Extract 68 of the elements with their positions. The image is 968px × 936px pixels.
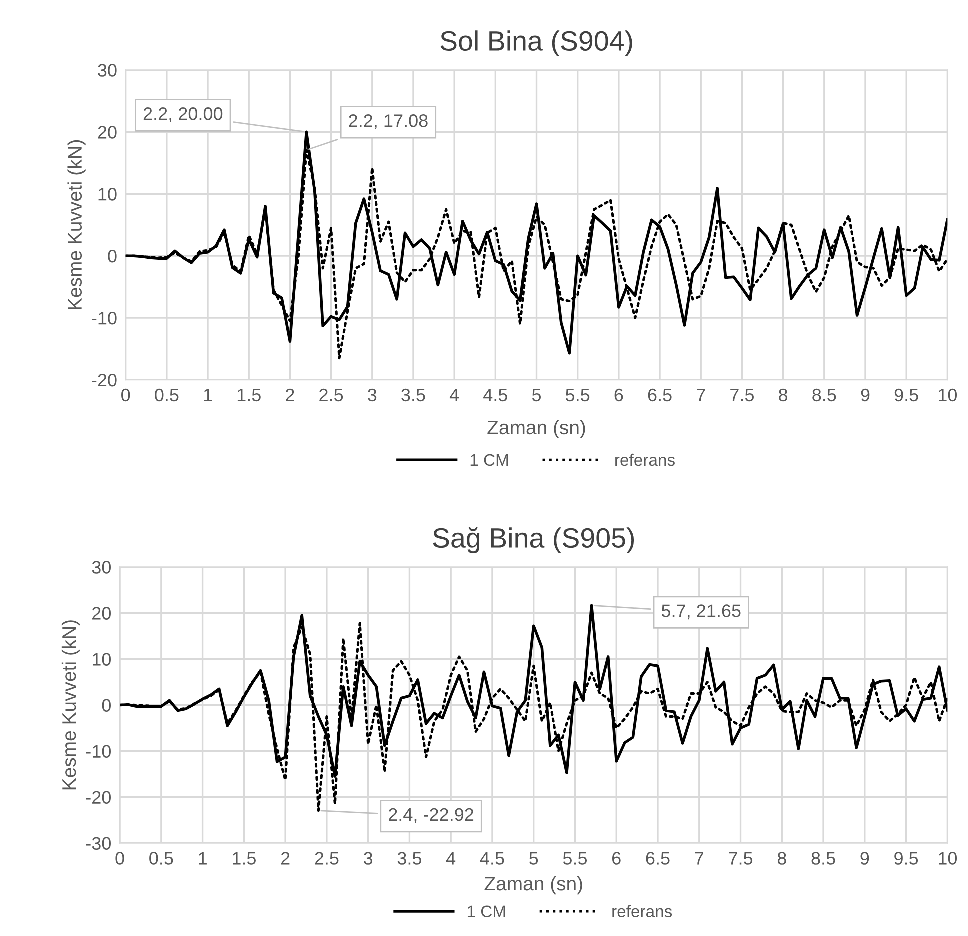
y-tick-label: 30 xyxy=(98,64,117,77)
x-tick-label: 9 xyxy=(861,388,870,402)
x-tick-label: 4 xyxy=(450,389,460,402)
x-tick-label: 5.5 xyxy=(566,389,590,402)
x-tick-label: 4.5 xyxy=(484,389,508,402)
y-tick-label: -20 xyxy=(86,791,111,804)
y-tick-label: 30 xyxy=(92,561,111,574)
x-tick-label: 2.5 xyxy=(320,388,344,402)
x-tick-label: 6.5 xyxy=(648,388,672,402)
x-tick-label: 10 xyxy=(939,388,958,402)
y-tick-label: 10 xyxy=(98,188,117,201)
annotation: 2.2, 20.00 xyxy=(144,108,223,122)
x-tick-label: 3 xyxy=(368,388,377,402)
x-tick-label: 2 xyxy=(281,852,290,865)
x-tick-label: 7.5 xyxy=(730,389,754,402)
x-tick-label: 8.5 xyxy=(812,852,836,865)
x-tick-label: 8.5 xyxy=(812,388,836,402)
x-tick-label: 3.5 xyxy=(398,852,422,865)
x-tick-label: 9.5 xyxy=(894,388,918,402)
y-tick-label: 0 xyxy=(108,250,117,263)
x-tick-label: 1.5 xyxy=(233,852,256,865)
x-tick-label: 1.5 xyxy=(238,389,261,402)
annotation: 5.7, 21.65 xyxy=(662,604,741,620)
y-tick-label: 20 xyxy=(98,126,117,139)
x-axis-title: Zaman (sn) xyxy=(484,876,582,895)
x-tick-label: 1 xyxy=(199,852,207,865)
x-tick-label: 2 xyxy=(286,388,294,402)
y-tick-label: -10 xyxy=(92,312,117,325)
x-tick-label: 7 xyxy=(695,852,704,865)
x-tick-label: 9.5 xyxy=(894,852,918,865)
legend-label: referans xyxy=(616,454,675,466)
chart-title: Sağ Bina (S905) xyxy=(433,527,634,554)
legend-label: 1 CM xyxy=(470,454,508,466)
annotation: 2.2, 17.08 xyxy=(349,114,428,130)
y-tick-label: 20 xyxy=(92,607,111,620)
x-tick-label: 3 xyxy=(364,852,373,865)
legend-label: 1 CM xyxy=(468,906,506,918)
x-tick-label: 8 xyxy=(779,388,788,402)
x-tick-label: 4 xyxy=(446,852,456,865)
legend-label: referans xyxy=(612,905,672,918)
x-tick-label: 1 xyxy=(204,389,212,402)
annotation: 2.4, -22.92 xyxy=(389,808,474,824)
x-tick-label: 2.5 xyxy=(315,852,339,865)
x-tick-label: 7 xyxy=(697,389,706,402)
x-axis-title: Zaman (sn) xyxy=(488,420,586,438)
x-tick-label: 0 xyxy=(122,388,130,402)
x-tick-label: 4.5 xyxy=(480,852,504,865)
x-tick-label: 5 xyxy=(532,389,542,402)
x-tick-label: 0.5 xyxy=(155,388,179,402)
y-tick-label: -20 xyxy=(92,374,117,387)
y-tick-label: 0 xyxy=(102,699,111,712)
x-tick-label: 6 xyxy=(612,852,621,865)
x-tick-label: 7.5 xyxy=(729,852,753,865)
y-axis-title: Kesme Kuvveti (kN) xyxy=(68,140,86,310)
y-tick-label: -10 xyxy=(86,745,111,758)
x-tick-label: 3.5 xyxy=(402,388,426,402)
x-tick-label: 0.5 xyxy=(150,852,174,865)
x-tick-label: 5 xyxy=(530,852,538,865)
x-tick-label: 10 xyxy=(939,852,958,865)
x-tick-label: 8 xyxy=(778,852,786,865)
y-tick-label: 10 xyxy=(92,653,111,666)
y-tick-label: -30 xyxy=(86,837,111,850)
x-tick-label: 9 xyxy=(860,852,870,865)
x-tick-label: 6.5 xyxy=(646,852,670,865)
x-tick-label: 6 xyxy=(614,388,624,402)
y-axis-title: Kesme Kuvveti (kN) xyxy=(62,620,80,790)
x-tick-label: 5.5 xyxy=(563,852,588,865)
chart-title: Sol Bina (S904) xyxy=(440,30,632,57)
